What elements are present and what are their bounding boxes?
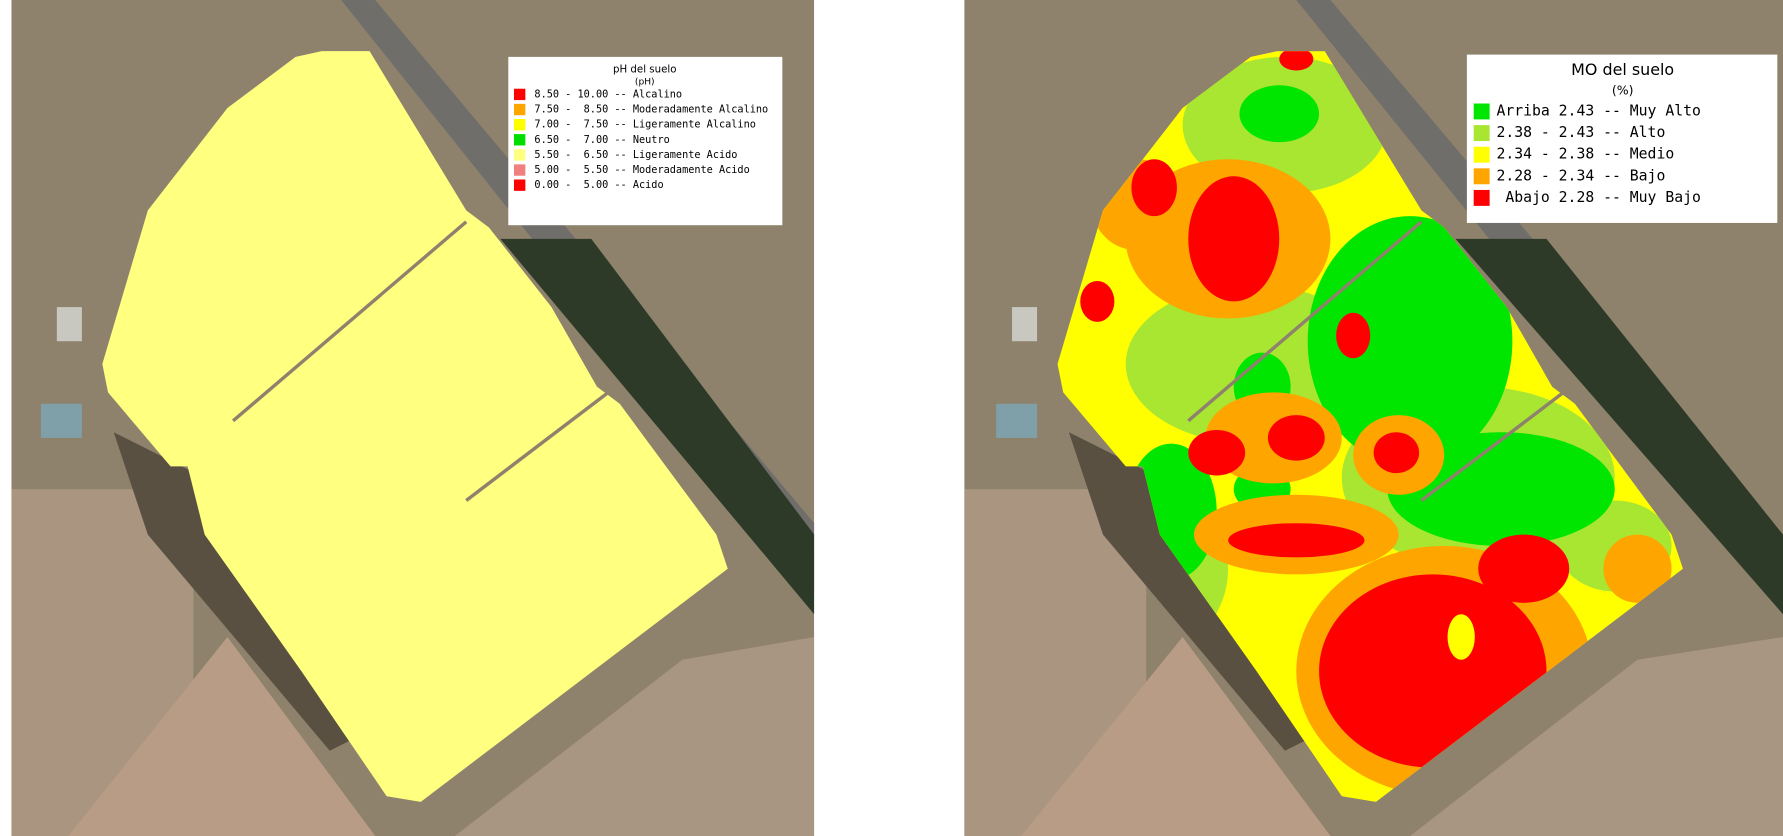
legend-label: 7.50 - 8.50 -- Moderadamente Alcalino — [534, 105, 768, 116]
legend-unit: (pH) — [635, 77, 655, 87]
legend-label: 2.34 - 2.38 -- Medio — [1496, 146, 1674, 163]
legend-label: 6.50 - 7.00 -- Neutro — [534, 135, 669, 146]
legend-swatch — [1473, 168, 1490, 185]
legend-swatch — [513, 149, 526, 161]
field-ph — [102, 51, 728, 802]
legend-swatch — [513, 118, 526, 131]
legend-label: Arriba 2.43 -- Muy Alto — [1496, 102, 1700, 119]
legend-title: MO del suelo — [1571, 60, 1674, 79]
legend-swatch — [513, 103, 526, 116]
legend-box — [508, 56, 783, 226]
legend-swatch — [1473, 103, 1490, 120]
legend-swatch — [1473, 125, 1490, 142]
legend-label: 5.50 - 6.50 -- Ligeramente Acido — [534, 150, 737, 161]
legend-swatch — [513, 134, 526, 146]
legend-box — [1466, 54, 1778, 223]
legend-label: 2.28 - 2.34 -- Bajo — [1496, 167, 1665, 184]
legend: MO del suelo (%) Arriba 2.43 -- Muy Alto… — [1466, 54, 1778, 223]
legend-swatch — [1473, 146, 1490, 163]
legend-label: 2.38 - 2.43 -- Alto — [1496, 124, 1665, 141]
legend-swatch — [513, 179, 526, 191]
field-gap — [232, 220, 610, 502]
legend: pH del suelo (pH) 8.50 - 10.00 -- Alcali… — [508, 56, 783, 226]
legend-swatch — [513, 164, 526, 176]
legend-unit: (%) — [1612, 82, 1634, 97]
legend-swatch — [1473, 189, 1490, 206]
legend-label: 0.00 - 5.00 -- Acido — [534, 180, 663, 191]
legend-label: 7.00 - 7.50 -- Ligeramente Alcalino — [534, 120, 755, 131]
legend-label: Abajo 2.28 -- Muy Bajo — [1496, 189, 1700, 206]
field-gap — [1187, 220, 1565, 502]
legend-title: pH del suelo — [613, 64, 676, 75]
legend-swatch — [513, 88, 526, 101]
legend-label: 5.00 - 5.50 -- Moderadamente Acido — [534, 165, 749, 176]
legend-label: 8.50 - 10.00 -- Alcalino — [534, 89, 682, 100]
